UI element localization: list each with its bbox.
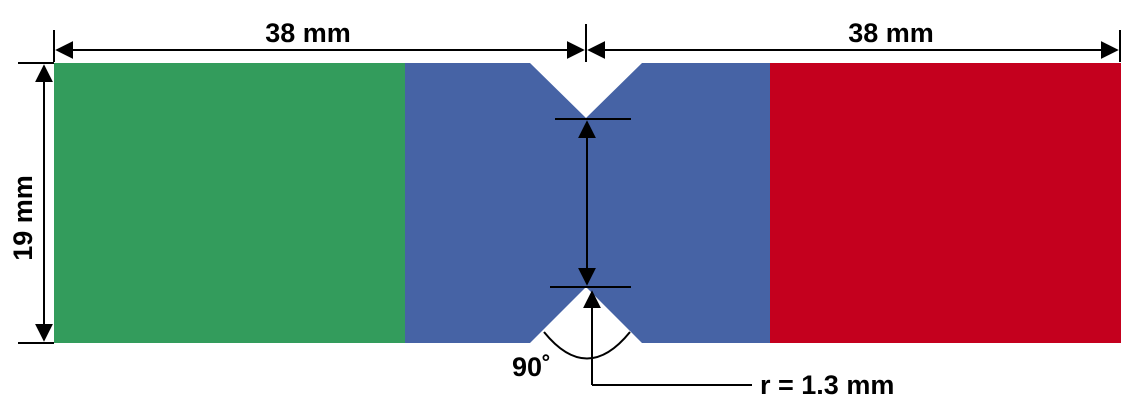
- notch-angle-label: 90˚: [512, 352, 551, 382]
- notch-radius-label: r = 1.3 mm: [760, 370, 894, 400]
- left-width-label: 38 mm: [265, 18, 351, 48]
- left-block: [54, 63, 406, 343]
- right-width-label: 38 mm: [848, 18, 934, 48]
- notch-angle-arc: [543, 331, 631, 360]
- right-block: [770, 63, 1121, 343]
- height-label: 19 mm: [8, 175, 38, 261]
